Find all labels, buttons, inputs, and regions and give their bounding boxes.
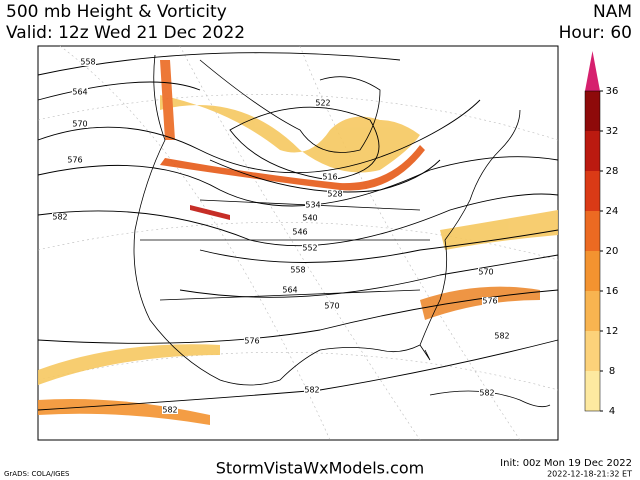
colorbar-segment <box>585 371 600 411</box>
colorbar-label: 20 <box>606 246 619 257</box>
credit: GrADS: COLA/IGES <box>4 470 70 478</box>
contour-label: 582 <box>52 213 67 222</box>
colorbar-label: 8 <box>609 366 615 377</box>
colorbar-label: 24 <box>606 206 619 217</box>
contour-label: 558 <box>80 58 95 67</box>
contour-label: 570 <box>72 120 87 129</box>
title: 500 mb Height & Vorticity <box>6 2 227 22</box>
colorbar-over <box>585 51 600 91</box>
label-bg <box>52 213 68 221</box>
hour: Hour: 60 <box>559 23 632 43</box>
contour-label: 582 <box>162 406 177 415</box>
colorbar-segment <box>585 331 600 371</box>
label-bg <box>282 286 298 294</box>
label-bg <box>72 120 88 128</box>
contour-label: 570 <box>478 268 493 277</box>
colorbar-segment <box>585 211 600 251</box>
label-bg <box>324 302 340 310</box>
map: 558 564 570 576 582 522 516 528 534 540 546 552 558 5… <box>37 45 559 441</box>
colorbar-label: 16 <box>606 286 619 297</box>
contour-label: 516 <box>322 173 337 182</box>
colorbar-segment <box>585 171 600 211</box>
contour-label: 546 <box>292 228 307 237</box>
label-bg <box>80 58 96 66</box>
timestamp: 2022-12-18-21:32 ET <box>547 470 632 479</box>
contour-label: 564 <box>282 286 297 295</box>
label-bg <box>479 389 495 397</box>
contour-label: 540 <box>302 214 317 223</box>
contour-label: 570 <box>324 302 339 311</box>
contour-label: 558 <box>290 266 305 275</box>
label-bg <box>72 88 88 96</box>
contour-label: 522 <box>315 99 330 108</box>
contour-label: 576 <box>67 156 82 165</box>
contour-label: 576 <box>244 337 259 346</box>
colorbar: 4 8 12 16 20 24 28 32 36 <box>584 51 619 417</box>
label-bg <box>482 297 498 305</box>
label-bg <box>494 332 510 340</box>
label-bg <box>302 214 318 222</box>
contour-label: 564 <box>72 88 87 97</box>
contour-labels: 558 564 570 576 582 522 516 528 534 540 546 552 558 5… <box>52 58 510 415</box>
contour-label: 552 <box>302 244 317 253</box>
label-bg <box>315 99 331 107</box>
contour-label: 582 <box>479 389 494 398</box>
label-bg <box>244 337 260 345</box>
colorbar-label: 28 <box>606 166 619 177</box>
label-bg <box>302 244 318 252</box>
colorbar-label: 32 <box>606 126 619 137</box>
label-bg <box>290 266 306 274</box>
height-contours <box>37 52 559 411</box>
label-bg <box>162 406 178 414</box>
contour-label: 528 <box>327 190 342 199</box>
label-bg <box>305 201 321 209</box>
contour-label: 582 <box>494 332 509 341</box>
site: StormVistaWxModels.com <box>216 459 424 478</box>
init-time: Init: 00z Mon 19 Dec 2022 <box>500 458 632 469</box>
contour-label: 582 <box>304 386 319 395</box>
colorbar-segment <box>585 291 600 331</box>
label-bg <box>327 190 343 198</box>
label-bg <box>67 156 83 164</box>
colorbar-label: 36 <box>606 86 619 97</box>
coastlines <box>133 54 551 408</box>
label-bg <box>292 228 308 236</box>
colorbar-label: 12 <box>606 326 619 337</box>
label-bg <box>478 268 494 276</box>
label-bg <box>304 386 320 394</box>
colorbar-segment <box>585 131 600 171</box>
contour-label: 534 <box>305 201 320 210</box>
colorbar-segment <box>585 91 600 131</box>
colorbar-segment <box>585 251 600 291</box>
valid-time: Valid: 12z Wed 21 Dec 2022 <box>6 23 245 43</box>
label-bg <box>322 173 338 181</box>
model: NAM <box>593 2 632 22</box>
contour-label: 576 <box>482 297 497 306</box>
colorbar-label: 4 <box>609 406 615 417</box>
